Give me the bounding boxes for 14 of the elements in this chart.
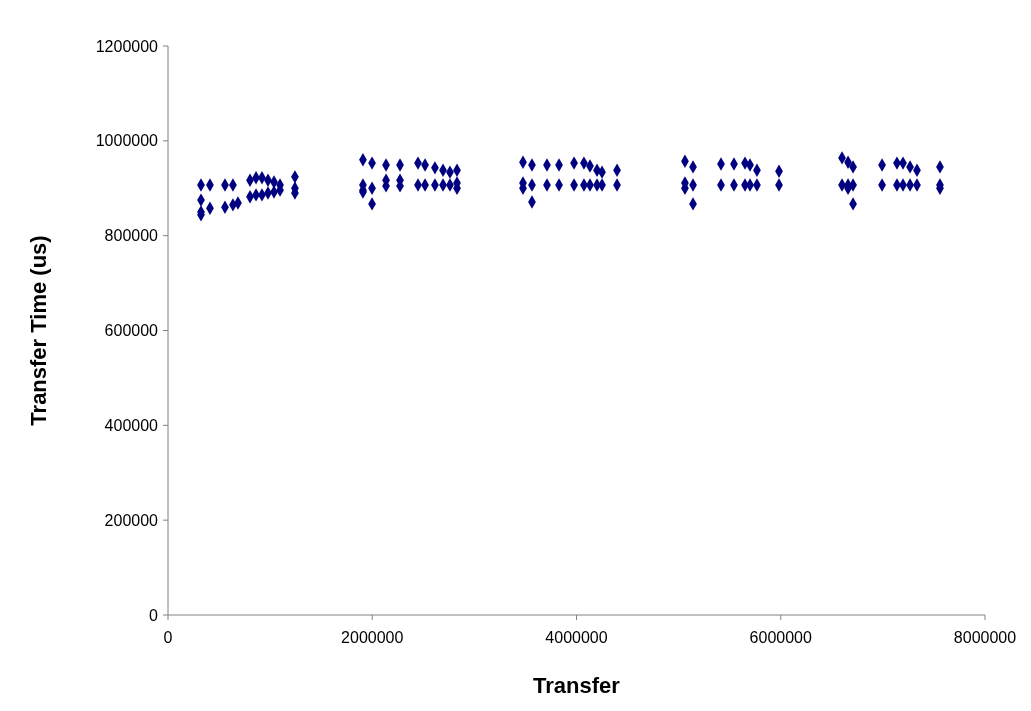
y-tick-label: 800000 [104,227,159,245]
y-axis-title: Transfer Time (us) [26,235,51,426]
x-tick-label: 2000000 [341,629,404,646]
x-tick-label: 4000000 [545,629,608,646]
y-tick-label: 0 [149,606,159,624]
x-axis-title: Transfer [533,673,621,698]
y-tick-label: 400000 [104,416,159,434]
y-tick-label: 200000 [104,511,159,529]
y-tick-label: 1000000 [95,132,159,150]
x-tick-label: 6000000 [749,629,812,646]
x-tick-label: 0 [163,629,173,646]
y-tick-label: 1200000 [95,37,159,55]
x-tick-label: 8000000 [953,629,1017,646]
y-tick-label: 600000 [104,322,159,340]
